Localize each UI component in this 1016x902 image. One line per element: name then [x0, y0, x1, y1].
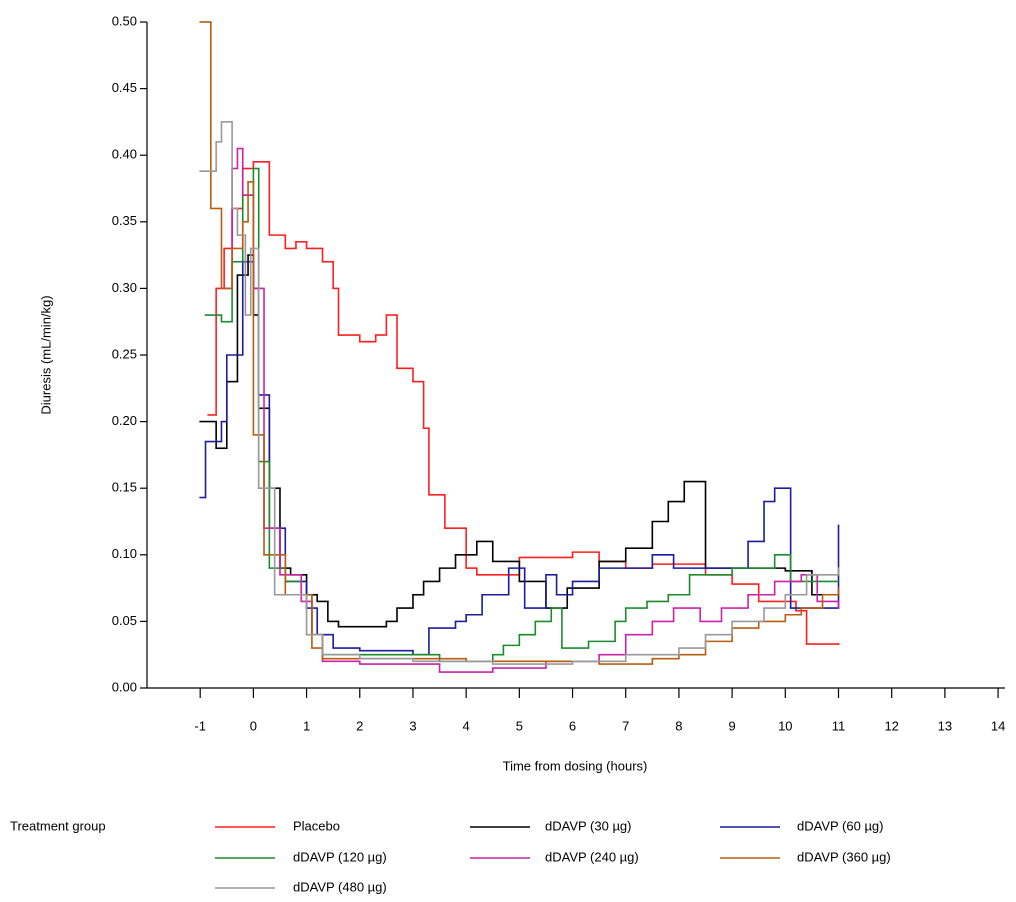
- y-tick-label: 0.10: [112, 546, 137, 561]
- x-axis-label: Time from dosing (hours): [503, 758, 648, 773]
- x-tick-label: 1: [303, 718, 310, 733]
- x-tick-label: 3: [409, 718, 416, 733]
- y-axis-label: Diuresis (mL/min/kg): [38, 295, 53, 414]
- x-tick-label: 0: [250, 718, 257, 733]
- x-tick-label: 10: [778, 718, 792, 733]
- y-tick-label: 0.50: [112, 13, 137, 28]
- y-tick-label: 0.15: [112, 480, 137, 495]
- step-riser: [215, 161, 808, 645]
- legend-label: dDAVP (60 µg): [797, 818, 884, 833]
- y-tick-label: 0.45: [112, 80, 137, 95]
- legend-label: dDAVP (360 µg): [797, 849, 891, 864]
- x-tick-label: 11: [832, 718, 846, 733]
- y-tick-label: 0.40: [112, 147, 137, 162]
- y-tick-label: 0.00: [112, 679, 137, 694]
- legend-title: Treatment group: [10, 818, 106, 833]
- x-tick-label: 8: [675, 718, 682, 733]
- y-tick-label: 0.25: [112, 346, 137, 361]
- x-tick-label: 9: [729, 718, 736, 733]
- legend-label: dDAVP (120 µg): [293, 849, 387, 864]
- x-tick-label: 5: [516, 718, 523, 733]
- x-tick-label: 14: [991, 718, 1005, 733]
- y-tick-label: 0.20: [112, 413, 137, 428]
- legend-label: dDAVP (240 µg): [545, 849, 639, 864]
- x-tick-label: 2: [356, 718, 363, 733]
- y-tick-label: 0.35: [112, 213, 137, 228]
- step-riser: [215, 255, 813, 627]
- legend-label: dDAVP (480 µg): [293, 879, 387, 894]
- y-tick-label: 0.05: [112, 613, 137, 628]
- x-tick-label: 6: [569, 718, 576, 733]
- step-riser: [215, 121, 840, 665]
- x-tick-label: 13: [938, 718, 952, 733]
- x-tick-label: 7: [622, 718, 629, 733]
- y-tick-label: 0.30: [112, 280, 137, 295]
- legend-label: Placebo: [293, 818, 340, 833]
- x-tick-label: 12: [884, 718, 898, 733]
- step-riser: [220, 168, 792, 662]
- legend-label: dDAVP (30 µg): [545, 818, 632, 833]
- x-tick-label: -1: [194, 718, 206, 733]
- step-riser: [231, 148, 840, 673]
- x-tick-label: 4: [463, 718, 470, 733]
